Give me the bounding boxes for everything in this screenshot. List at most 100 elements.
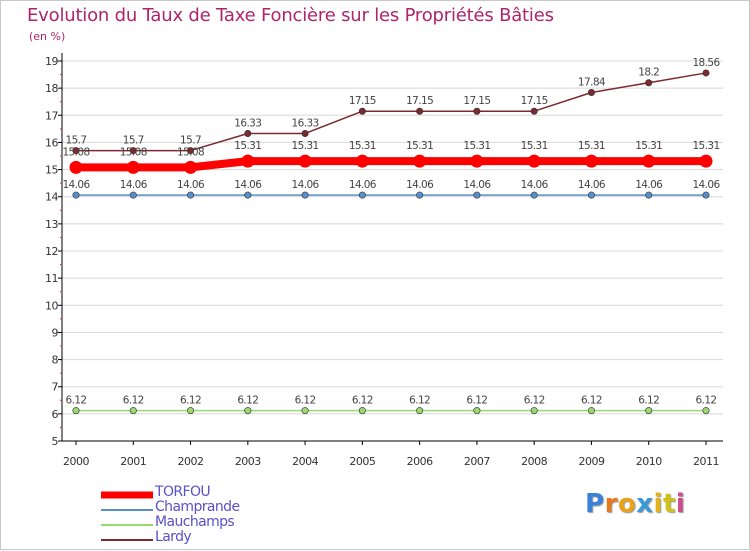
data-label-champrande: 14.06 <box>578 179 606 191</box>
data-label-champrande: 14.06 <box>177 179 205 191</box>
data-label-lardy: 17.15 <box>463 95 490 107</box>
data-point-champrande <box>358 191 366 199</box>
legend-item-torfou: TORFOU <box>101 484 301 500</box>
data-label-mauchamps: 6.12 <box>638 395 659 407</box>
x-tick-label: 2004 <box>292 455 318 468</box>
data-label-champrande: 14.06 <box>463 179 491 191</box>
data-label-torfou: 15.08 <box>62 146 89 158</box>
data-label-lardy: 17.15 <box>349 95 376 107</box>
data-point-champrande <box>645 191 653 199</box>
data-point-torfou <box>642 154 656 168</box>
data-label-torfou: 15.31 <box>406 140 433 152</box>
chart-title: Evolution du Taux de Taxe Foncière sur l… <box>27 5 554 26</box>
data-label-mauchamps: 6.12 <box>180 395 201 407</box>
data-label-lardy: 17.15 <box>406 95 433 107</box>
data-label-mauchamps: 6.12 <box>66 395 87 407</box>
data-point-torfou <box>355 154 369 168</box>
data-point-lardy <box>358 107 366 115</box>
data-label-lardy: 17.15 <box>521 95 548 107</box>
data-label-torfou: 15.31 <box>692 140 719 152</box>
data-point-mauchamps <box>72 407 80 415</box>
data-label-lardy: 18.2 <box>638 67 659 79</box>
data-point-lardy <box>587 88 595 96</box>
data-point-lardy <box>702 69 710 77</box>
data-label-mauchamps: 6.12 <box>581 395 602 407</box>
data-point-lardy <box>530 107 538 115</box>
y-tick-label: 18 <box>45 82 58 95</box>
data-point-lardy <box>645 79 653 87</box>
x-tick-label: 2007 <box>464 455 490 468</box>
data-label-lardy: 17.84 <box>578 76 606 88</box>
y-unit-label: (en %) <box>29 30 66 43</box>
data-point-mauchamps <box>244 407 252 415</box>
legend-label-torfou: TORFOU <box>155 484 211 500</box>
data-label-mauchamps: 6.12 <box>352 395 373 407</box>
data-label-torfou: 15.31 <box>463 140 490 152</box>
data-point-lardy <box>72 147 80 155</box>
data-label-torfou: 15.31 <box>635 140 662 152</box>
data-point-champrande <box>587 191 595 199</box>
data-label-lardy: 15.7 <box>123 135 144 147</box>
data-label-torfou: 15.31 <box>292 140 319 152</box>
data-point-lardy <box>244 129 252 137</box>
y-tick-label: 12 <box>45 245 58 258</box>
data-label-lardy: 15.7 <box>66 135 87 147</box>
data-point-champrande <box>72 191 80 199</box>
data-point-mauchamps <box>530 407 538 415</box>
x-tick-label: 2010 <box>636 455 662 468</box>
y-tick-label: 19 <box>45 55 58 68</box>
legend-swatch-lardy <box>101 539 153 541</box>
data-point-lardy <box>416 107 424 115</box>
data-point-champrande <box>530 191 538 199</box>
data-label-champrande: 14.06 <box>234 179 262 191</box>
y-tick-label: 9 <box>52 326 59 339</box>
data-point-torfou <box>69 160 83 174</box>
logo-letter: P <box>585 489 605 519</box>
data-point-champrande <box>702 191 710 199</box>
y-tick-label: 7 <box>52 381 59 394</box>
data-label-champrande: 14.06 <box>349 179 377 191</box>
data-label-lardy: 16.33 <box>234 117 261 129</box>
data-label-torfou: 15.31 <box>521 140 548 152</box>
data-point-champrande <box>244 191 252 199</box>
data-label-champrande: 14.06 <box>120 179 148 191</box>
data-label-mauchamps: 6.12 <box>696 395 717 407</box>
logo-letter: i <box>653 489 663 519</box>
x-tick-label: 2008 <box>521 455 547 468</box>
series-line-torfou <box>72 157 710 172</box>
legend-label-lardy: Lardy <box>155 529 192 545</box>
data-point-mauchamps <box>587 407 595 415</box>
data-point-torfou <box>527 154 541 168</box>
logo-letter: r <box>604 489 618 519</box>
data-point-mauchamps <box>645 407 653 415</box>
series-line-lardy <box>75 72 707 152</box>
data-point-torfou <box>298 154 312 168</box>
proxiti-logo: Proxiti <box>585 489 685 519</box>
data-label-torfou: 15.08 <box>120 146 147 158</box>
data-label-torfou: 15.31 <box>349 140 376 152</box>
data-label-mauchamps: 6.12 <box>295 395 316 407</box>
y-tick-label: 10 <box>45 299 58 312</box>
data-point-champrande <box>416 191 424 199</box>
data-point-torfou <box>470 154 484 168</box>
data-label-champrande: 14.06 <box>62 179 90 191</box>
data-label-lardy: 16.33 <box>292 117 319 129</box>
x-tick-label: 2006 <box>407 455 433 468</box>
data-point-torfou <box>184 160 198 174</box>
data-point-torfou <box>413 154 427 168</box>
data-label-torfou: 15.31 <box>578 140 605 152</box>
legend-item-champrande: Champrande <box>101 499 301 515</box>
x-tick-label: 2011 <box>693 455 719 468</box>
data-label-mauchamps: 6.12 <box>524 395 545 407</box>
data-point-torfou <box>584 154 598 168</box>
data-point-lardy <box>473 107 481 115</box>
data-label-mauchamps: 6.12 <box>466 395 487 407</box>
y-tick-label: 8 <box>52 354 59 367</box>
data-point-champrande <box>129 191 137 199</box>
legend-swatch-mauchamps <box>101 524 153 526</box>
data-point-lardy <box>187 147 195 155</box>
data-label-champrande: 14.06 <box>635 179 663 191</box>
legend-item-mauchamps: Mauchamps <box>101 514 301 530</box>
